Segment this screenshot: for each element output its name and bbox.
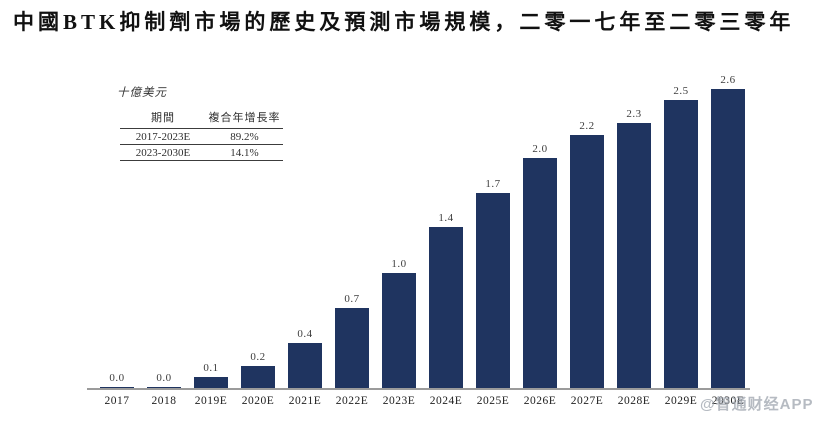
bar <box>382 273 416 389</box>
x-axis-label: 2020E <box>241 395 275 407</box>
bar-chart: 0.0 0.0 0.1 0.2 0.4 0.7 1.0 1.4 1.7 2.0 2.2 2.3 2.5 2… <box>87 74 750 390</box>
bar-value-label: 0.2 <box>250 351 266 363</box>
bar-value-label: 2.3 <box>626 108 642 120</box>
bar <box>570 135 604 389</box>
x-axis-label: 2027E <box>570 395 604 407</box>
x-axis-label: 2018 <box>151 395 177 407</box>
bar <box>194 377 228 389</box>
bar <box>617 123 651 389</box>
bar-value-label: 1.0 <box>391 258 407 270</box>
bar-value-label: 1.7 <box>485 178 501 190</box>
bar-value-label: 2.5 <box>673 85 689 97</box>
x-axis-label: 2026E <box>523 395 557 407</box>
bar <box>523 158 557 389</box>
table-row: 2023-2030E 14.1% <box>120 144 283 161</box>
bar <box>429 227 463 389</box>
bar-value-label: 2.2 <box>579 120 595 132</box>
x-axis-label: 2022E <box>335 395 369 407</box>
x-axis-label: 2030E <box>711 395 745 407</box>
x-axis-labels: 2017 2018 2019E 2020E 2021E 2022E 2023E 2024E 20… <box>87 395 750 411</box>
x-axis-label: 2021E <box>288 395 322 407</box>
bar <box>288 343 322 389</box>
bar-value-label: 2.0 <box>532 143 548 155</box>
cagr-header-period: 期間 <box>120 103 206 129</box>
bar <box>664 100 698 389</box>
watermark: @智通财经APP <box>700 396 814 413</box>
unit-label: 十億美元 <box>117 87 167 99</box>
cagr-header-rate: 複合年增長率 <box>206 103 283 129</box>
x-axis-label: 2017 <box>104 395 130 407</box>
x-axis-line <box>87 388 750 390</box>
bar-value-label: 0.7 <box>344 293 360 305</box>
bar <box>711 89 745 389</box>
table-row: 2017-2023E 89.2% <box>120 128 283 145</box>
cagr-period-value: 2023-2030E <box>120 144 206 161</box>
x-axis-label: 2024E <box>429 395 463 407</box>
cagr-table: 期間 複合年增長率 2017-2023E 89.2% 2023-2030E 14… <box>120 103 283 161</box>
cagr-period-value: 2017-2023E <box>120 128 206 145</box>
x-axis-label: 2019E <box>194 395 228 407</box>
x-axis-label: 2023E <box>382 395 416 407</box>
bars-layer: 0.0 0.0 0.1 0.2 0.4 0.7 1.0 1.4 1.7 2.0 2.2 2.3 2.5 2… <box>87 74 750 389</box>
bar-value-label: 0.1 <box>203 362 219 374</box>
x-axis-label: 2028E <box>617 395 651 407</box>
bar-value-label: 1.4 <box>438 212 454 224</box>
x-axis-label: 2025E <box>476 395 510 407</box>
bar-value-label: 2.6 <box>720 74 736 86</box>
bar <box>476 193 510 389</box>
bar-value-label: 0.4 <box>297 328 313 340</box>
bar <box>335 308 369 389</box>
x-axis-label: 2029E <box>664 395 698 407</box>
bar <box>241 366 275 389</box>
cagr-table-header-row: 期間 複合年增長率 <box>120 103 283 129</box>
cagr-rate-value: 89.2% <box>206 128 283 145</box>
page-title: 中國BTK抑制劑市場的歷史及預測市場規模，二零一七年至二零三零年 <box>13 10 795 34</box>
cagr-rate-value: 14.1% <box>206 144 283 161</box>
bar-value-label: 0.0 <box>109 372 125 384</box>
bar-value-label: 0.0 <box>156 372 172 384</box>
